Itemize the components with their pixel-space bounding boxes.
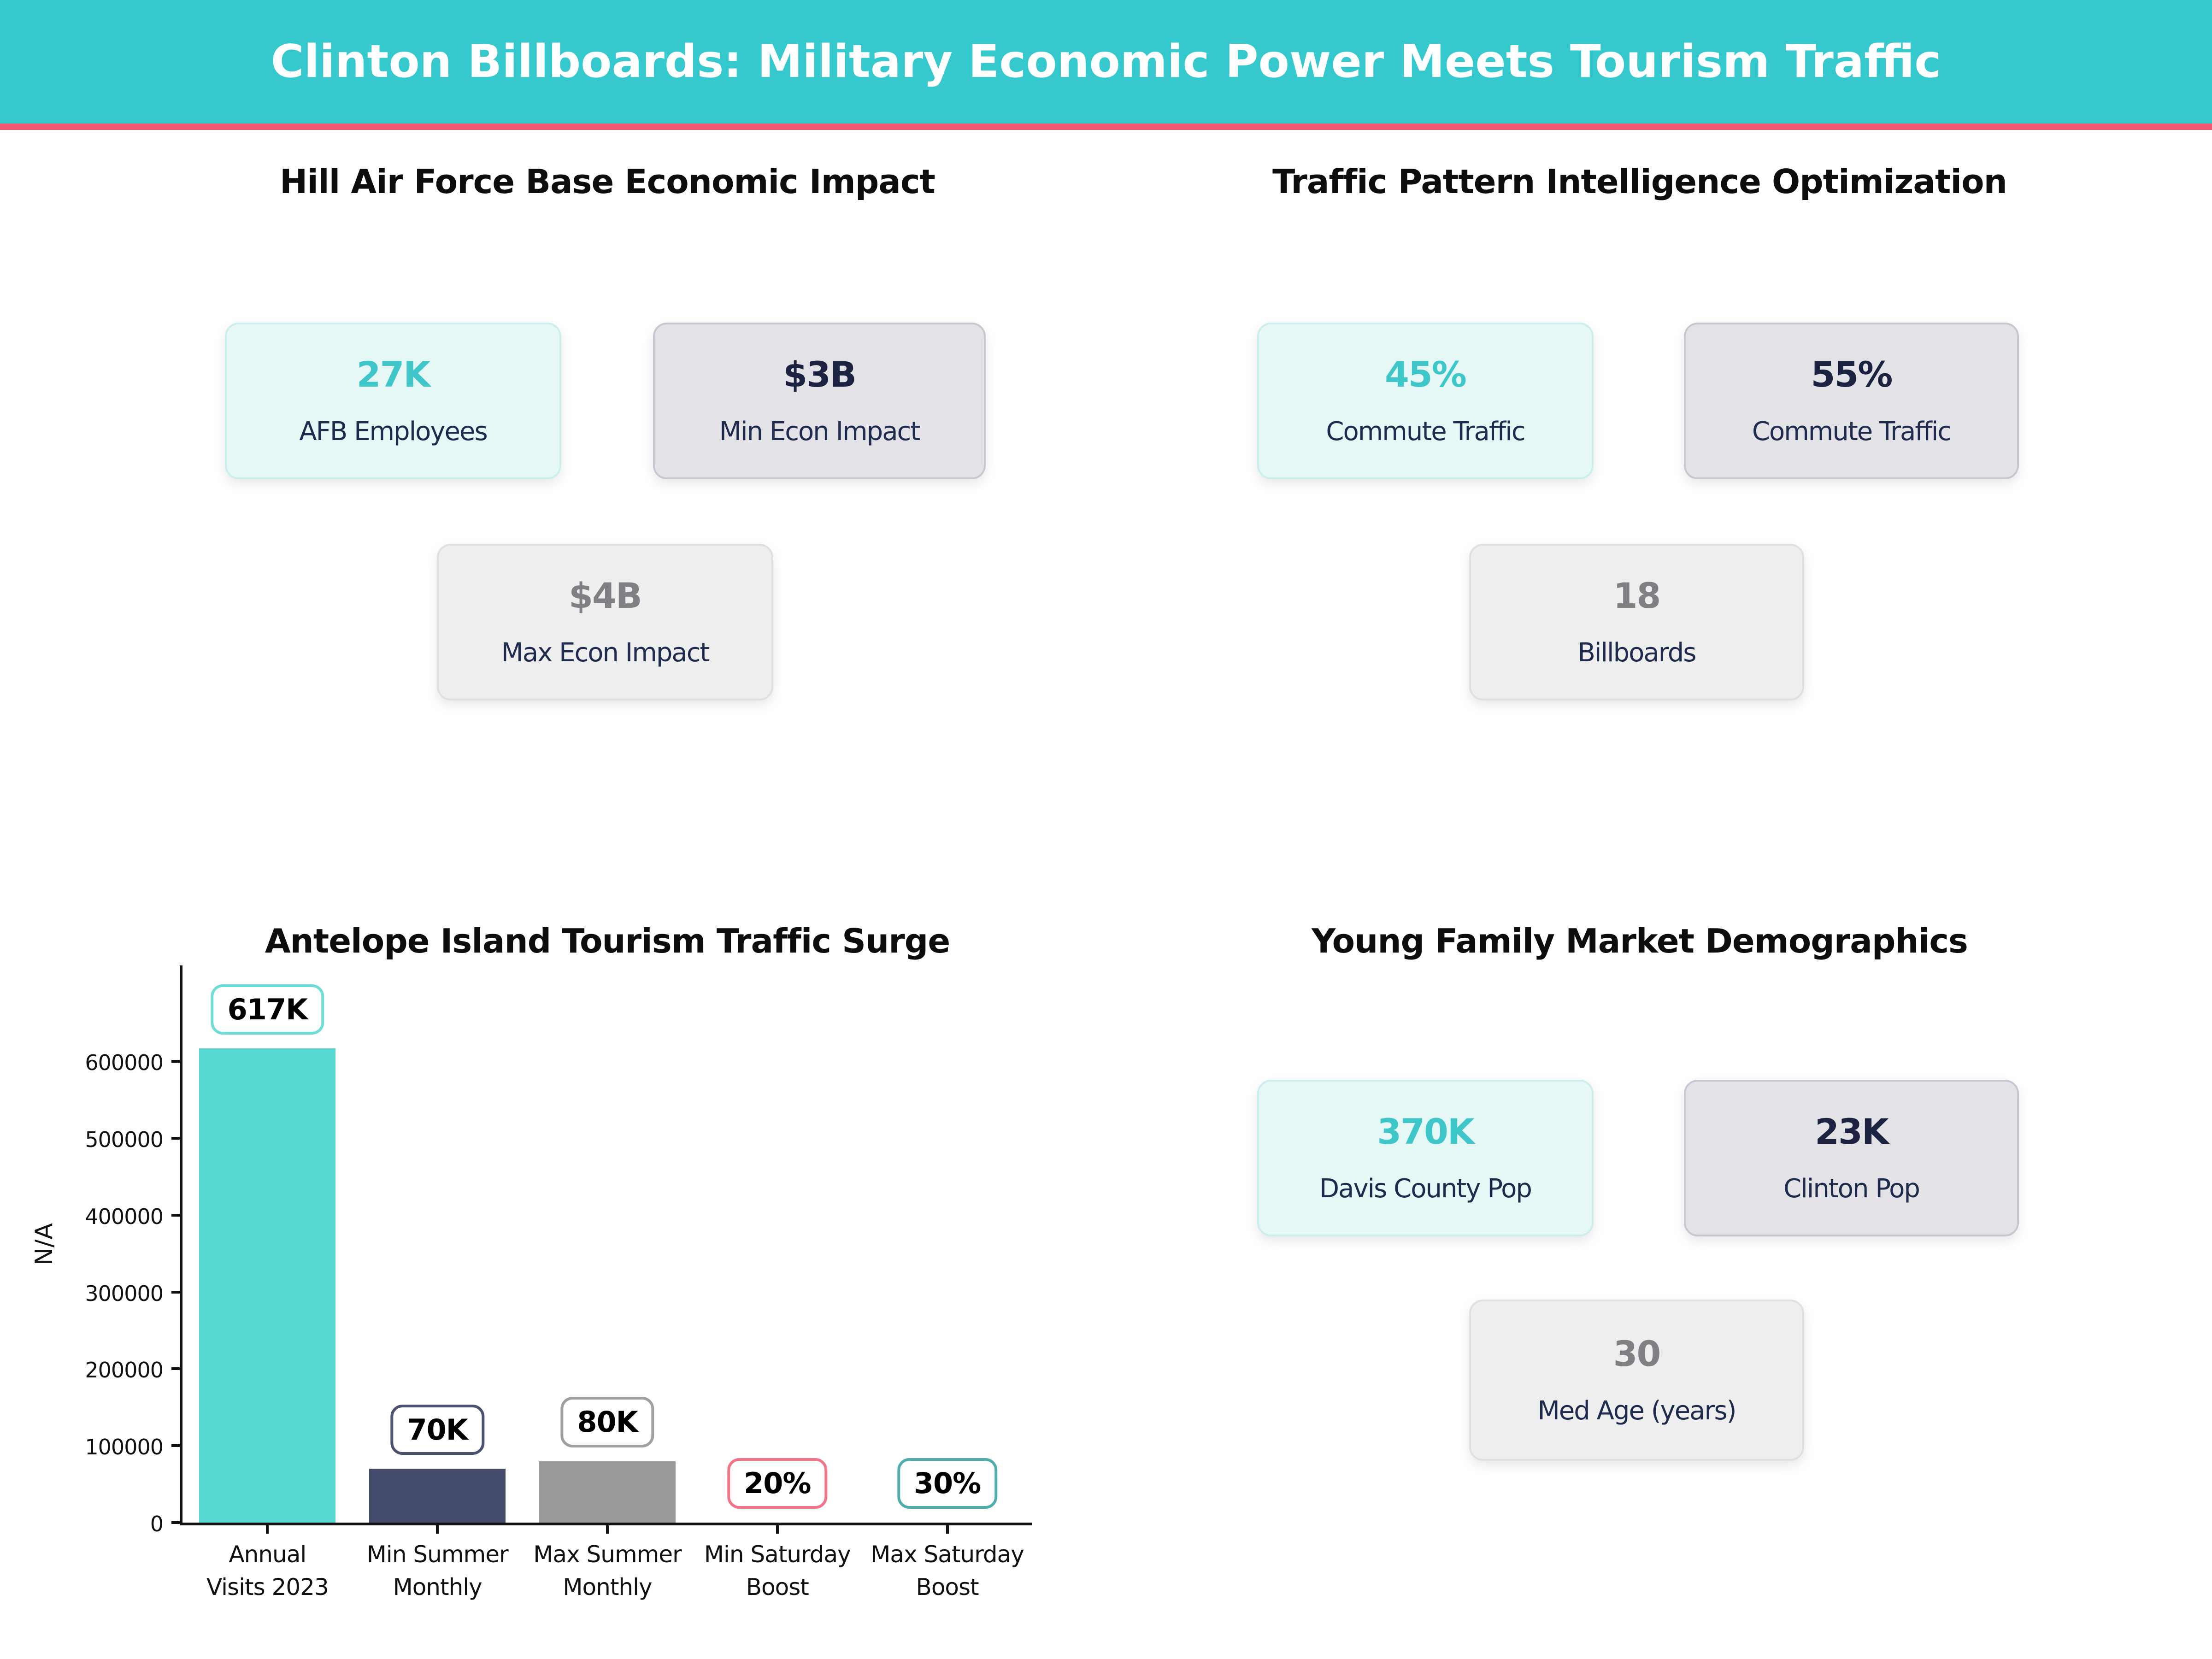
x-tick-label: Min Summer Monthly: [366, 1541, 509, 1600]
x-tick-mark: [266, 1525, 269, 1534]
y-tick-label: 600000: [85, 1050, 164, 1076]
stat-card-billboards: 18 Billboards: [1469, 544, 1804, 700]
stat-value: 30: [1613, 1333, 1661, 1374]
page-title: Clinton Billboards: Military Economic Po…: [271, 35, 1941, 88]
stat-value: 45%: [1385, 354, 1467, 395]
stat-label: Davis County Pop: [1319, 1174, 1532, 1204]
header: Clinton Billboards: Military Economic Po…: [0, 0, 2212, 130]
stat-card-median-age: 30 Med Age (years): [1469, 1300, 1804, 1461]
x-tick-mark: [436, 1525, 439, 1534]
y-tick-mark: [171, 1137, 180, 1140]
stat-label: Commute Traffic: [1752, 417, 1952, 447]
chart-plot: N/A 0 100000 200000 300000 400000 500000 60000…: [30, 965, 1032, 1600]
bar-value-label: 617K: [211, 984, 324, 1035]
section-title-demographics: Young Family Market Demographics: [1312, 922, 1968, 960]
stat-label: Commute Traffic: [1326, 417, 1525, 447]
stat-value: 23K: [1815, 1111, 1889, 1152]
stat-label: Clinton Pop: [1783, 1174, 1920, 1204]
stat-label: Billboards: [1577, 638, 1697, 668]
chart-title: Antelope Island Tourism Traffic Surge: [265, 922, 950, 960]
x-tick-label: Annual Visits 2023: [206, 1541, 329, 1600]
x-tick-mark: [776, 1525, 779, 1534]
stat-card-max-econ-impact: $4B Max Econ Impact: [437, 544, 773, 700]
chart-bar: [539, 1461, 676, 1523]
y-tick-label: 400000: [85, 1204, 164, 1229]
y-tick-mark: [171, 1521, 180, 1524]
y-tick-label: 0: [150, 1512, 164, 1536]
y-tick-mark: [171, 1213, 180, 1217]
x-tick-mark: [606, 1525, 609, 1534]
chart-ylabel: N/A: [30, 1223, 58, 1265]
stat-value: $3B: [783, 354, 857, 395]
stat-card-clinton-pop: 23K Clinton Pop: [1684, 1080, 2019, 1236]
stat-value: 27K: [356, 354, 431, 395]
section-title-hill-afb: Hill Air Force Base Economic Impact: [280, 162, 935, 201]
x-tick-label: Min Saturday Boost: [704, 1541, 851, 1600]
y-tick-mark: [171, 1060, 180, 1063]
bar-value-label: 20%: [727, 1458, 828, 1509]
y-tick-label: 300000: [85, 1281, 164, 1306]
stat-label: Med Age (years): [1537, 1396, 1736, 1426]
stat-card-davis-county-pop: 370K Davis County Pop: [1257, 1080, 1594, 1236]
stat-label: Min Econ Impact: [719, 417, 921, 447]
chart-bar: [199, 1048, 336, 1523]
stat-label: Max Econ Impact: [501, 638, 710, 668]
stat-card-afb-employees: 27K AFB Employees: [225, 323, 561, 479]
chart-bar: [369, 1469, 506, 1523]
x-tick-label: Max Saturday Boost: [871, 1541, 1024, 1600]
bar-value-label: 30%: [897, 1458, 998, 1509]
stat-card-commute-traffic-45: 45% Commute Traffic: [1257, 323, 1594, 479]
stat-value: $4B: [569, 575, 642, 616]
y-tick-label: 200000: [85, 1358, 164, 1383]
y-tick-mark: [171, 1290, 180, 1294]
y-tick-mark: [171, 1444, 180, 1447]
y-tick-mark: [171, 1367, 180, 1371]
stat-value: 55%: [1811, 354, 1893, 395]
bar-value-label: 80K: [560, 1397, 654, 1447]
stat-value: 370K: [1377, 1111, 1475, 1152]
y-tick-label: 500000: [85, 1127, 164, 1153]
bar-value-label: 70K: [390, 1404, 484, 1455]
section-title-traffic-pattern: Traffic Pattern Intelligence Optimizatio…: [1272, 162, 2007, 201]
stat-label: AFB Employees: [299, 417, 488, 447]
stat-card-commute-traffic-55: 55% Commute Traffic: [1684, 323, 2019, 479]
stat-card-min-econ-impact: $3B Min Econ Impact: [653, 323, 986, 479]
stat-value: 18: [1613, 575, 1661, 616]
x-tick-mark: [946, 1525, 949, 1534]
x-tick-label: Max Summer Monthly: [533, 1541, 682, 1600]
y-tick-label: 100000: [85, 1435, 164, 1460]
